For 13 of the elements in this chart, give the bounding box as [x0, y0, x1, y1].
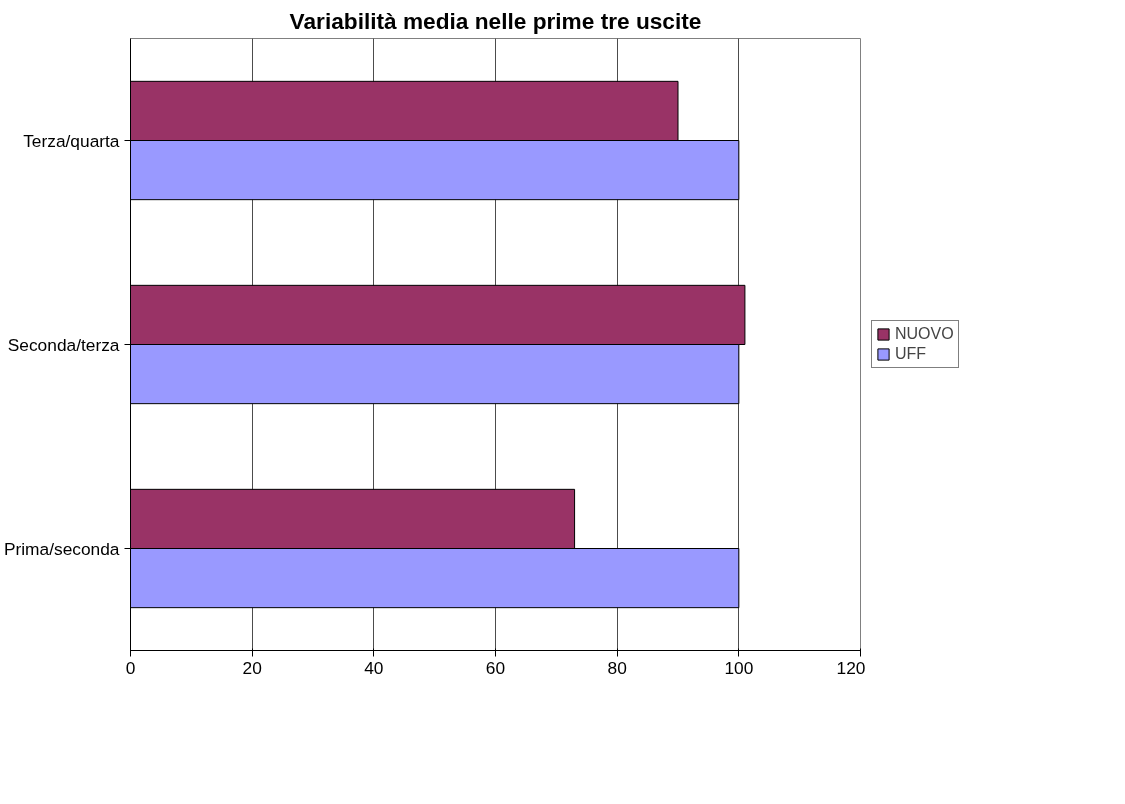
legend-label: UFF — [895, 345, 927, 363]
x-tick-label: 60 — [485, 657, 506, 678]
x-tick-label: 0 — [125, 657, 136, 678]
y-tick-label: Prima/seconda — [3, 538, 120, 559]
chart-title: Variabilità media nelle prime tre uscite — [289, 7, 702, 34]
x-tick-label: 120 — [836, 657, 866, 678]
x-tick-label: 40 — [364, 657, 384, 678]
y-tick-label: Terza/quarta — [23, 130, 120, 151]
x-tick-label: 100 — [724, 657, 754, 678]
y-tick-label: Seconda/terza — [7, 334, 120, 355]
x-tick-label: 80 — [607, 657, 627, 678]
legend-label: NUOVO — [895, 325, 954, 343]
x-tick-label: 20 — [242, 657, 262, 678]
